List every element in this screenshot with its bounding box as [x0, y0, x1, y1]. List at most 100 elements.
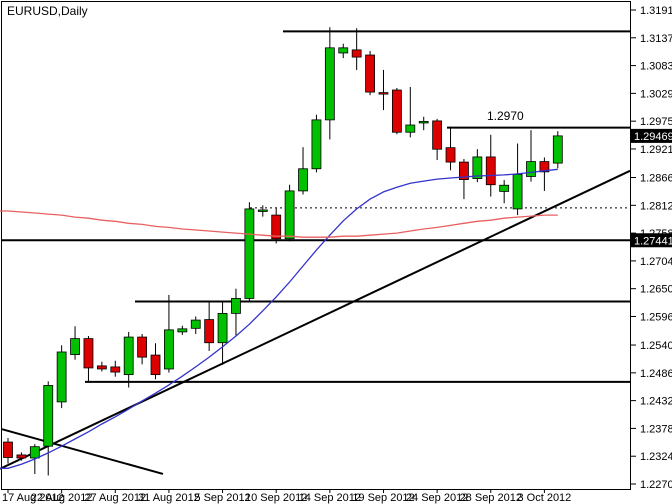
candle-body [257, 209, 268, 212]
candle [190, 316, 201, 334]
price-axis-label: 1.26500 [640, 284, 672, 296]
price-axis-label: 1.27040 [640, 256, 672, 268]
price-axis: 1.31915 1.31375 1.30835 1.30295 1.29755 1.292… [630, 5, 672, 491]
candle-body [3, 441, 13, 458]
candle [526, 130, 536, 182]
candle-body [271, 214, 282, 240]
candle [378, 69, 389, 111]
price-axis-label: 1.28120 [640, 200, 672, 212]
candle-body [459, 161, 469, 180]
candle [485, 134, 496, 197]
candle [445, 126, 456, 171]
candle-body [338, 47, 349, 54]
slow-ma-line [0, 210, 558, 238]
candle-body [217, 312, 228, 344]
candle-body [70, 338, 80, 355]
candle-body [29, 446, 40, 459]
candle [110, 360, 121, 377]
time-axis-label: 28 Sep 2012 [460, 492, 522, 504]
candle [177, 325, 188, 336]
price-axis-label: 1.24865 [640, 368, 672, 380]
time-axis-label: 24 Sep 2012 [406, 492, 468, 504]
candle-body [110, 366, 121, 373]
candle-body [405, 124, 416, 133]
candle-body [351, 49, 362, 58]
fast-ma-line [0, 168, 558, 469]
candle-body [539, 161, 550, 173]
time-axis-label: 14 Sep 2012 [299, 492, 361, 504]
candle-body [244, 208, 255, 299]
candle [432, 118, 443, 161]
candle [257, 205, 268, 217]
candle-body [391, 89, 402, 133]
price-axis-label: 1.24325 [640, 396, 672, 408]
candle-body [16, 454, 27, 459]
candle-body [324, 47, 335, 121]
price-axis-label: 1.25405 [640, 340, 672, 352]
candle-body [204, 319, 215, 344]
candle-body [231, 298, 241, 314]
time-axis-label: 31 Aug 2012 [138, 492, 200, 504]
candle-body [150, 354, 161, 376]
candle-body [56, 351, 67, 403]
candle [351, 28, 362, 70]
candle [365, 50, 375, 96]
candle [123, 331, 134, 388]
candle-body [298, 168, 308, 192]
candle-body [526, 161, 536, 177]
candle-body [445, 147, 456, 163]
current-price-tag: 1.29469 [631, 128, 672, 143]
candle [324, 27, 335, 140]
price-axis-label: 1.23785 [640, 423, 672, 435]
price-axis-label: 1.30835 [640, 61, 672, 73]
price-axis-label: 1.28660 [640, 173, 672, 185]
candle [539, 157, 550, 191]
candle [552, 131, 563, 169]
trendline-falling[interactable] [1, 428, 164, 475]
candle [164, 294, 174, 373]
candle [137, 333, 148, 365]
price-axis-label: 1.31915 [640, 5, 672, 17]
plot-border [1, 1, 631, 490]
candle-body [284, 190, 295, 240]
time-axis-label: 5 Sep 2012 [194, 492, 250, 504]
time-axis-label: 17 Aug 2012 [2, 492, 64, 504]
level-price-tag-text: 1.27441 [634, 235, 672, 247]
candle [271, 208, 282, 244]
candle-body [499, 184, 510, 192]
candle [231, 288, 241, 336]
candles-layer [3, 27, 563, 476]
candle [284, 184, 295, 242]
candle-body [512, 174, 523, 210]
candle-body [485, 156, 496, 186]
candle-body [137, 336, 148, 358]
candle-body [432, 120, 443, 150]
candle [3, 437, 13, 464]
candle [338, 43, 349, 59]
price-axis-label: 1.30295 [640, 88, 672, 100]
candle [217, 301, 228, 365]
candle-body [365, 54, 375, 93]
price-axis-label: 1.29215 [640, 144, 672, 156]
candle [391, 87, 402, 135]
candle [418, 116, 429, 131]
current-price-tag-text: 1.29469 [634, 131, 672, 143]
candle-body [96, 365, 107, 370]
current-price-tag-bg [631, 128, 672, 143]
price-axis-label: 1.22705 [640, 479, 672, 491]
levels-layer [2, 30, 630, 383]
time-axis-label: 19 Sep 2012 [352, 492, 414, 504]
candle-body [418, 121, 429, 124]
candle-body [123, 336, 134, 376]
trendline-rising[interactable] [0, 169, 631, 470]
level-price-tag-bg [631, 233, 672, 248]
candle-body [472, 156, 483, 179]
candle [405, 86, 416, 138]
candle [499, 180, 510, 204]
symbol-timeframe-label: EURUSD,Daily [7, 4, 88, 18]
candle [244, 202, 255, 302]
price-axis-label: 1.31375 [640, 33, 672, 45]
candle [16, 452, 27, 461]
